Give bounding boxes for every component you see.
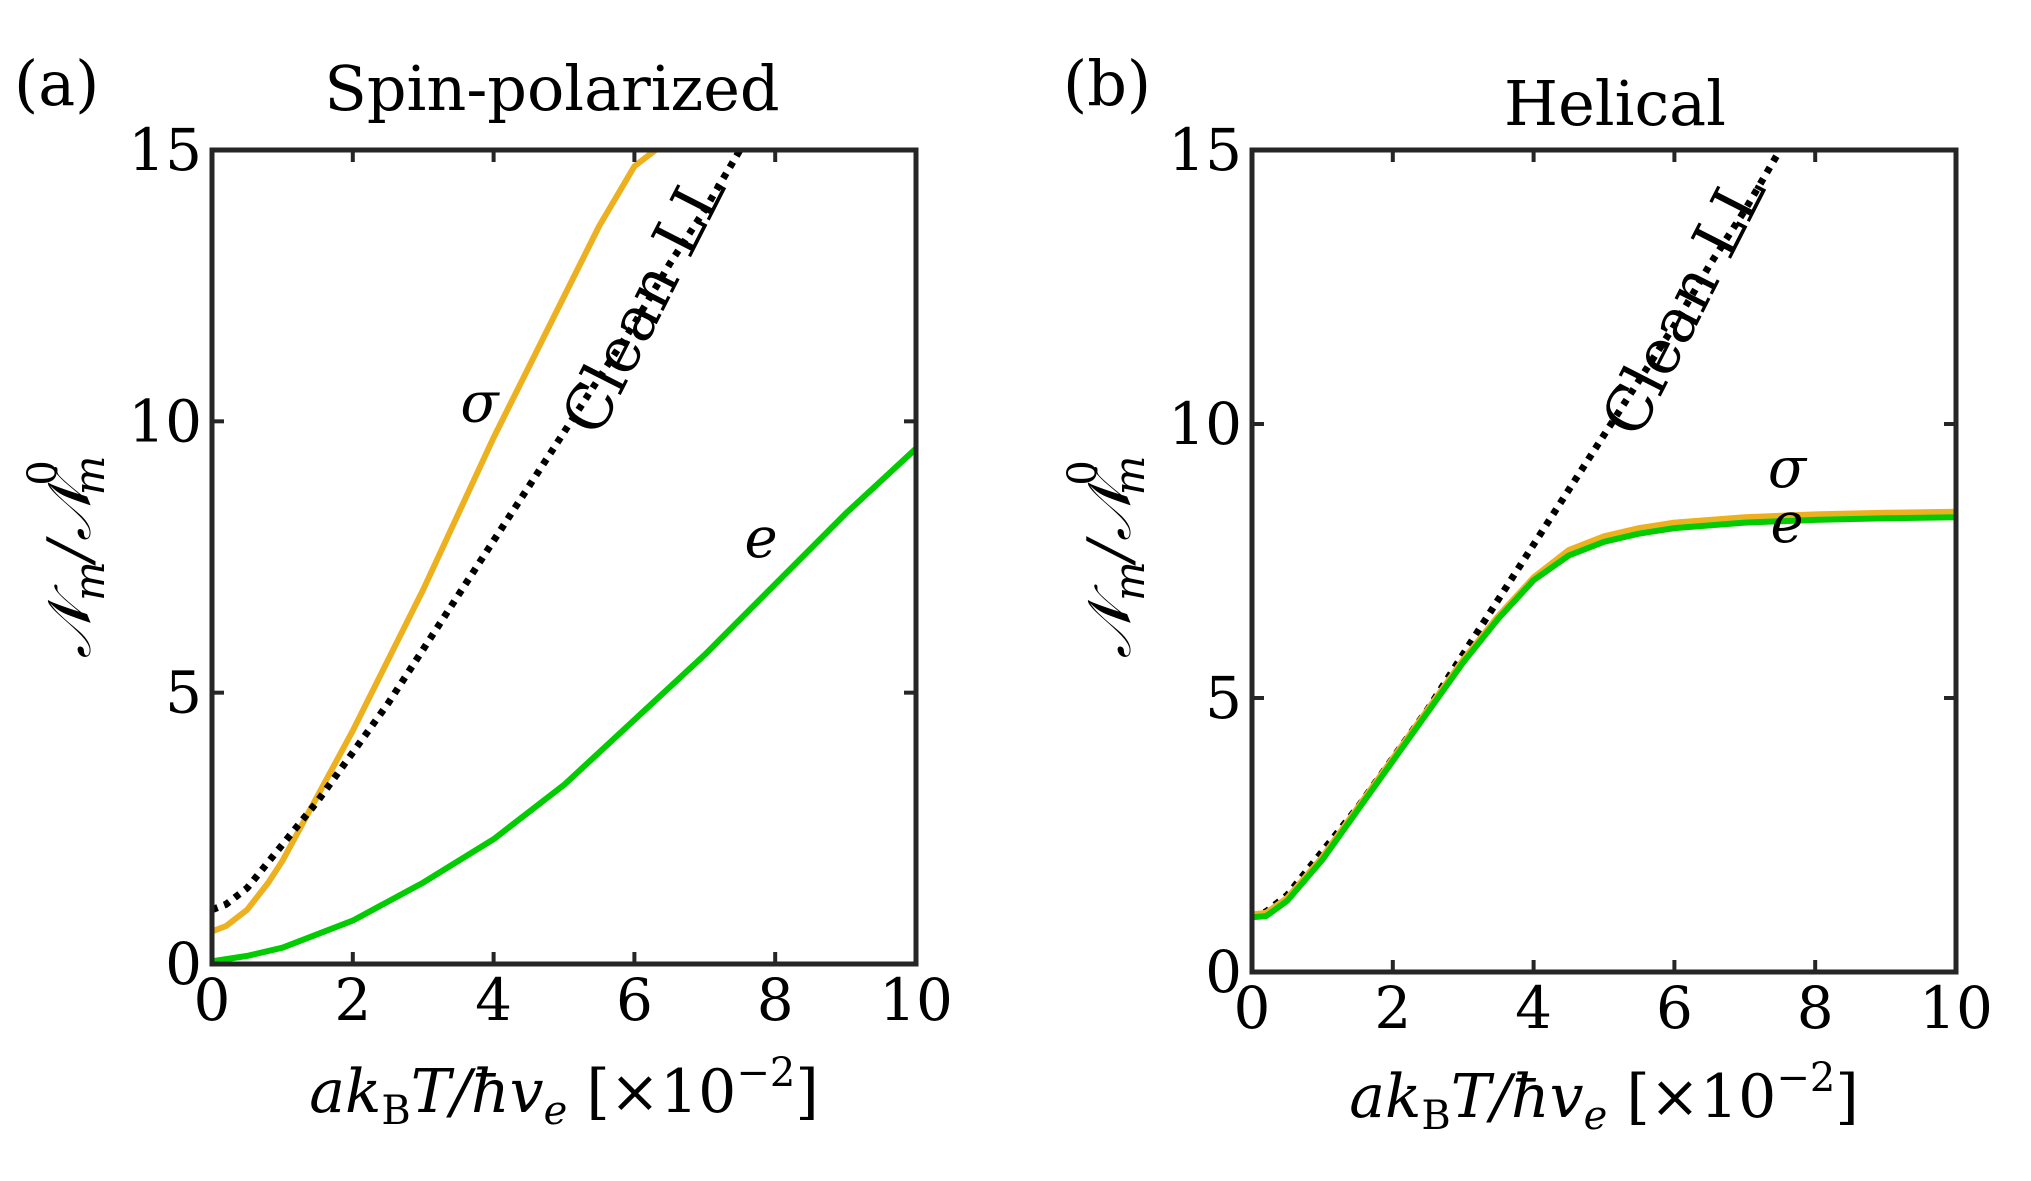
panel-a-tick-labels: 0 2 4 6 8 10 0 5 10 15 bbox=[128, 116, 953, 1034]
panel-b-tick-labels: 0 2 4 6 8 10 0 5 10 15 bbox=[1168, 116, 1993, 1042]
panel-b-y-axis-label: 𝒩m/𝒩m0 bbox=[1060, 456, 1154, 659]
series-line-clean-ll bbox=[212, 150, 744, 913]
curve-annotation: σ bbox=[1768, 436, 1808, 501]
panel-b-title: Helical bbox=[1504, 67, 1726, 140]
x-tick-label: 2 bbox=[334, 966, 371, 1034]
panel-a-x-axis-label: akBT/ħve [×10−2] bbox=[309, 1050, 819, 1134]
panel-b-ticks bbox=[1250, 148, 1958, 974]
y-tick-label: 5 bbox=[165, 659, 202, 727]
curve-annotation: Clean LL bbox=[547, 160, 740, 445]
x-tick-label: 10 bbox=[1919, 974, 1993, 1042]
curve-annotation: σ bbox=[460, 370, 500, 435]
panel-b-annotations: σe Clean LL bbox=[1587, 162, 1808, 556]
y-tick-label: 10 bbox=[128, 387, 202, 455]
x-tick-label: 2 bbox=[1374, 974, 1411, 1042]
panel-b-label: (b) bbox=[1063, 47, 1151, 120]
panel-a-y-axis-label: 𝒩m/𝒩m0 bbox=[20, 456, 114, 659]
panel-b-series bbox=[1252, 150, 1956, 921]
svg-text:akBT/ħve [×10−2]: akBT/ħve [×10−2] bbox=[309, 1050, 819, 1134]
curve-annotation: e bbox=[745, 506, 778, 571]
x-tick-label: 6 bbox=[616, 966, 653, 1034]
curve-annotation: Clean LL bbox=[1587, 162, 1780, 447]
curve-annotation: e bbox=[1770, 491, 1803, 556]
x-tick-label: 4 bbox=[475, 966, 512, 1034]
y-tick-label: 5 bbox=[1205, 664, 1242, 732]
y-tick-label: 15 bbox=[128, 116, 202, 184]
y-tick-label: 15 bbox=[1168, 116, 1242, 184]
x-tick-label: 10 bbox=[879, 966, 953, 1034]
series-line-e bbox=[1252, 514, 1956, 921]
panel-a-series bbox=[212, 150, 916, 964]
panel-a-axes-frame bbox=[209, 147, 919, 967]
panel-b: (b) Helical 0 2 4 6 8 10 0 5 10 15 σe Clean LL 𝒩m/… bbox=[1060, 47, 1993, 1139]
series-line-σ bbox=[1252, 508, 1956, 918]
x-tick-label: 8 bbox=[1797, 974, 1834, 1042]
series-line-σ bbox=[212, 150, 659, 935]
panel-b-x-axis-label: akBT/ħve [×10−2] bbox=[1349, 1055, 1859, 1139]
panel-a: (a) Spin-polarized 0 2 4 6 8 10 0 5 10 15 σ eClean… bbox=[14, 47, 953, 1134]
svg-text:𝒩m/𝒩m0: 𝒩m/𝒩m0 bbox=[1060, 456, 1154, 659]
panel-b-axes-frame bbox=[1249, 147, 1959, 975]
x-tick-label: 0 bbox=[1234, 974, 1271, 1042]
y-tick-label: 10 bbox=[1168, 390, 1242, 458]
panel-a-label: (a) bbox=[14, 47, 99, 120]
x-tick-label: 4 bbox=[1515, 974, 1552, 1042]
panel-a-title: Spin-polarized bbox=[324, 52, 779, 125]
x-tick-label: 8 bbox=[757, 966, 794, 1034]
panel-a-ticks bbox=[210, 148, 918, 966]
svg-text:𝒩m/𝒩m0: 𝒩m/𝒩m0 bbox=[20, 456, 114, 659]
x-tick-label: 6 bbox=[1656, 974, 1693, 1042]
y-tick-label: 0 bbox=[1205, 938, 1242, 1006]
y-tick-label: 0 bbox=[165, 930, 202, 998]
x-tick-label: 0 bbox=[194, 966, 231, 1034]
series-line-e bbox=[212, 445, 916, 964]
svg-text:akBT/ħve [×10−2]: akBT/ħve [×10−2] bbox=[1349, 1055, 1859, 1139]
